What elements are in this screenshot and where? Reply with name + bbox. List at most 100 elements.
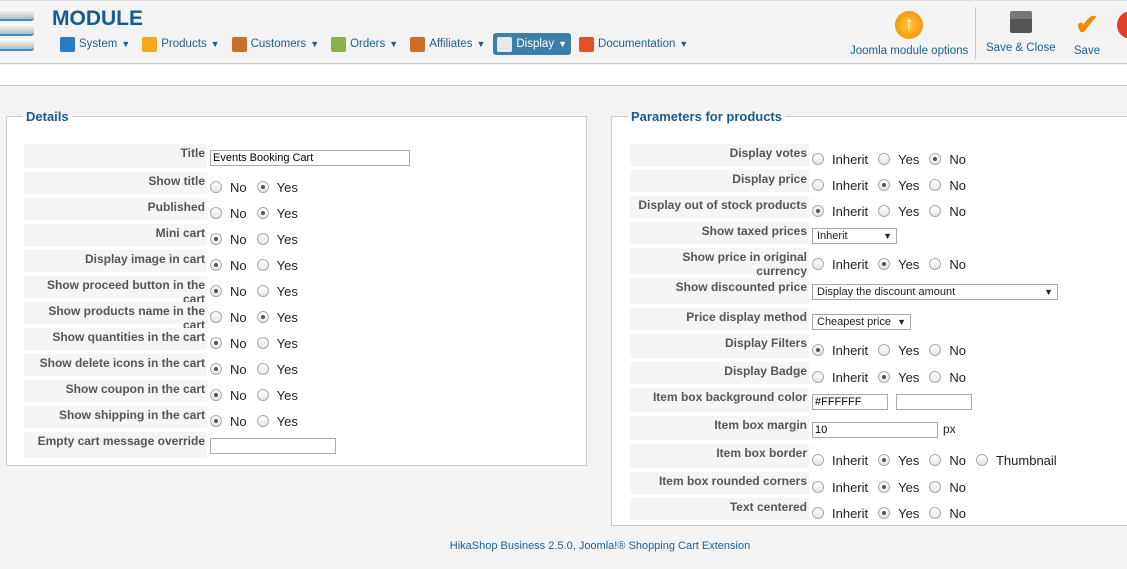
radio-no[interactable] [929,153,942,165]
form-row-item-box-margin: Item box margin px [630,416,956,442]
form-row-show-proceed-button-in-the-cart: Show proceed button in the cart No Yes [24,276,308,306]
radio-yes[interactable] [256,233,269,245]
radio-label-yes: Yes [276,283,298,299]
radio-label-no: No [949,479,966,495]
menu-orders[interactable]: Orders ▼ [327,33,402,55]
radio-yes[interactable] [878,507,891,519]
radio-label-yes: Yes [898,203,920,219]
radio-label-no: No [949,505,966,521]
joomla-module-options-button[interactable]: ↑ Joomla module options [850,11,969,57]
select-show-discounted-price[interactable]: Display the discount amount ▼ [812,284,1058,300]
select-price-display-method[interactable]: Cheapest price ▼ [812,314,911,330]
form-row-show-title: Show title No Yes [24,172,308,196]
field-label: Show title [24,172,207,196]
radio-inherit[interactable] [812,507,824,519]
radio-yes[interactable] [256,311,269,323]
radio-no[interactable] [210,259,222,271]
field-value [207,432,336,458]
field-value: Inherit ▼ [809,222,897,246]
radio-inherit[interactable] [812,344,824,356]
menu-display[interactable]: Display ▼ [493,33,572,55]
radio-label-no: No [949,177,966,193]
save-close-button[interactable]: Save & Close [986,11,1056,54]
radio-yes[interactable] [256,389,269,401]
text-input-title[interactable] [210,150,410,166]
radio-yes[interactable] [878,153,891,165]
color-input[interactable] [812,394,888,410]
select-value: Cheapest price [817,316,891,328]
radio-yes[interactable] [256,363,269,375]
radio-no[interactable] [210,285,222,297]
radio-no[interactable] [210,337,222,349]
menu-affiliates[interactable]: Affiliates ▼ [406,33,489,55]
radio-no[interactable] [929,371,942,383]
radio-yes[interactable] [878,179,891,191]
menu-customers[interactable]: Customers ▼ [228,33,324,55]
menu-label: Products [161,38,207,50]
field-value: Inherit Yes No [809,501,976,525]
radio-inherit[interactable] [812,371,824,383]
radio-yes[interactable] [878,481,891,493]
radio-no[interactable] [210,311,222,323]
select-show-taxed-prices[interactable]: Inherit ▼ [812,228,897,244]
radio-no[interactable] [929,507,942,519]
radio-label-inherit: Inherit [832,342,869,358]
field-value: No Yes [207,409,308,433]
field-label: Show delete icons in the cart [24,354,207,378]
radio-yes[interactable] [256,285,269,297]
radio-inherit[interactable] [812,258,824,270]
radio-no[interactable] [210,389,222,401]
radio-label-inherit: Inherit [832,369,869,385]
chevron-down-icon: ▼ [210,39,220,49]
radio-yes[interactable] [878,371,891,383]
radio-no[interactable] [210,233,222,245]
radio-yes[interactable] [256,415,269,427]
radio-yes[interactable] [256,337,269,349]
radio-label-inherit: Inherit [832,151,869,167]
menu-system[interactable]: System ▼ [56,33,134,55]
cancel-button[interactable]: C [1117,11,1127,57]
details-fieldset: Details TitleShow title No Yes Published No Y… [6,109,587,466]
radio-inherit[interactable] [812,454,824,466]
radio-yes[interactable] [878,344,891,356]
menu-documentation[interactable]: Documentation ▼ [575,33,692,55]
radio-no[interactable] [929,258,942,270]
field-value: Inherit Yes No [809,173,976,197]
field-value: No Yes [207,357,308,381]
radio-yes[interactable] [878,205,891,217]
radio-inherit[interactable] [812,481,824,493]
radio-no[interactable] [210,415,222,427]
radio-label-no: No [949,151,966,167]
radio-no[interactable] [929,205,942,217]
radio-no[interactable] [210,207,222,219]
field-label: Show taxed prices [630,222,809,246]
text-input-empty-cart-message-override[interactable] [210,438,336,454]
radio-yes[interactable] [256,207,269,219]
form-row-display-out-of-stock-products: Display out of stock products Inherit Yes N… [630,196,976,220]
radio-no[interactable] [929,344,942,356]
field-value: No Yes [207,201,308,225]
radio-label-yes: Yes [276,257,298,273]
radio-label-no: No [949,203,966,219]
radio-label-no: No [230,179,247,195]
radio-yes[interactable] [256,181,269,193]
menu-products[interactable]: Products ▼ [138,33,223,55]
color-swatch[interactable] [896,394,972,410]
radio-no[interactable] [929,481,942,493]
radio-yes[interactable] [256,259,269,271]
radio-yes[interactable] [878,258,891,270]
radio-inherit[interactable] [812,205,824,217]
field-value [207,144,410,170]
radio-no[interactable] [929,454,942,466]
radio-thumbnail[interactable] [975,454,988,466]
radio-inherit[interactable] [812,179,824,191]
save-button[interactable]: ✔ Save [1073,9,1101,58]
menu-label: System [79,38,118,50]
radio-no[interactable] [210,181,222,193]
radio-no[interactable] [929,179,942,191]
text-input-item-box-margin[interactable] [812,422,938,438]
radio-inherit[interactable] [812,153,824,165]
radio-yes[interactable] [878,454,891,466]
radio-no[interactable] [210,363,222,375]
field-label: Show discounted price [630,278,809,306]
